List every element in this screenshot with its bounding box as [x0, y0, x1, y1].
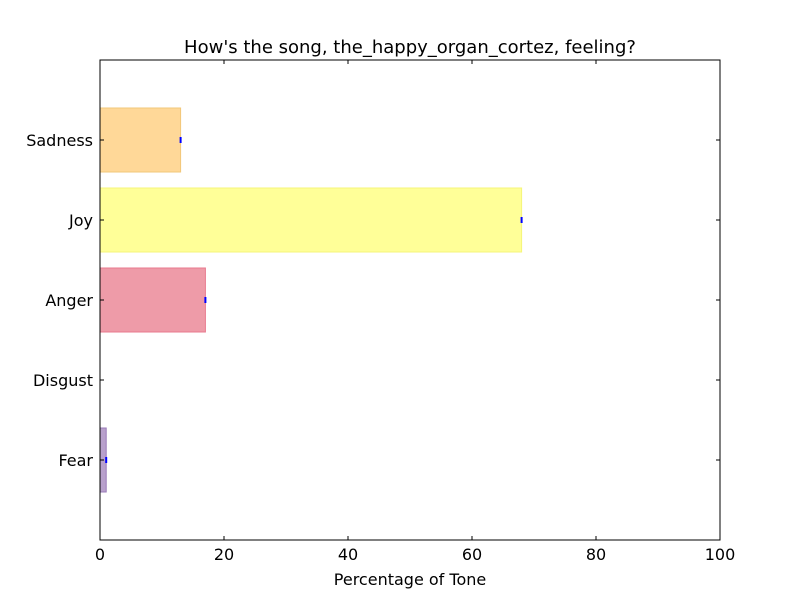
- x-axis: 0 20 40 60 80 100: [95, 60, 735, 564]
- x-tick-label: 100: [705, 545, 736, 564]
- bar-anger: [99, 267, 206, 333]
- chart-title: How's the song, the_happy_organ_cortez, …: [184, 37, 636, 58]
- y-tick-label-joy: Joy: [68, 211, 93, 230]
- y-tick-label-disgust: Disgust: [33, 371, 93, 390]
- bars-layer: [99, 107, 523, 493]
- x-tick-label: 80: [586, 545, 606, 564]
- x-tick-label: 40: [338, 545, 358, 564]
- bar-sadness: [99, 107, 182, 173]
- x-tick-label: 0: [95, 545, 105, 564]
- x-tick-label: 20: [214, 545, 234, 564]
- y-tick-label-fear: Fear: [58, 451, 93, 470]
- bar-joy: [99, 187, 523, 253]
- y-tick-label-anger: Anger: [45, 291, 93, 310]
- x-axis-label: Percentage of Tone: [334, 570, 486, 589]
- y-tick-label-sadness: Sadness: [26, 131, 93, 150]
- y-axis: Sadness Joy Anger Disgust Fear: [26, 131, 720, 470]
- x-tick-label: 60: [462, 545, 482, 564]
